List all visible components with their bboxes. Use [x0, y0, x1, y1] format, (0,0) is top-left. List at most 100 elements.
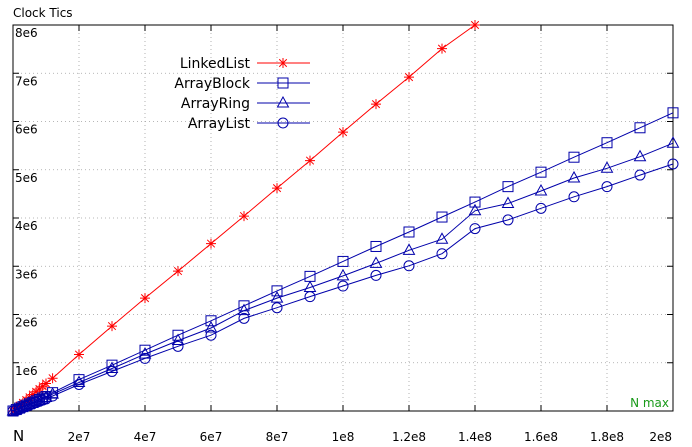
data-point-arrayblock [568, 151, 580, 163]
data-point-arraylist [502, 214, 514, 226]
data-point-arraylist [172, 340, 184, 352]
data-point-arraylist [106, 365, 118, 377]
y-tick-label: 7e6 [15, 74, 38, 88]
data-point-arrayblock [469, 196, 481, 208]
grid-lines [13, 25, 673, 411]
x-axis-title: N [13, 427, 24, 445]
data-point-arrayblock [139, 344, 151, 356]
data-point-arraylist [47, 390, 59, 402]
data-point-arraylist [139, 352, 151, 364]
data-point-arrayblock [634, 122, 646, 134]
y-tick-label: 4e6 [15, 219, 38, 233]
x-tick-label: 1.6e8 [524, 430, 558, 444]
data-point-arrayring [336, 268, 350, 281]
data-point-arraylist [667, 158, 679, 170]
series-layer [6, 20, 680, 417]
data-point-linkedlist [140, 293, 150, 304]
data-point-linkedlist [74, 349, 84, 360]
data-point-arrayring [501, 196, 515, 209]
y-tick-label: 6e6 [15, 123, 38, 137]
legend-marker [277, 117, 289, 129]
data-point-arraylist [601, 181, 613, 193]
legend-marker [278, 58, 288, 68]
x-tick-label: 1.8e8 [590, 430, 624, 444]
x-tick-label: 1e8 [332, 430, 355, 444]
data-point-arrayring [237, 303, 251, 316]
data-point-linkedlist [470, 20, 480, 30]
data-point-arrayring [402, 243, 416, 255]
data-point-arrayblock [337, 255, 349, 267]
series-arrayring [6, 136, 680, 416]
legend-marker [276, 95, 290, 108]
data-point-arraylist [568, 191, 580, 203]
x-tick-label: 2e8 [649, 430, 672, 444]
legend-label: LinkedList [180, 56, 251, 72]
series-line-arraylist [12, 163, 674, 412]
data-point-arrayring [600, 161, 614, 173]
data-point-arrayblock [667, 107, 679, 119]
data-point-linkedlist [338, 127, 348, 138]
legend-label: ArrayRing [181, 96, 250, 112]
data-point-arrayring [46, 387, 59, 399]
data-point-arrayring [39, 390, 53, 402]
data-point-arraylist [535, 202, 547, 214]
legend-marker [277, 77, 289, 89]
data-point-arraylist [469, 223, 481, 235]
y-tick-label: 3e6 [15, 267, 38, 281]
axis-ticks: 2e7 4e7 6e7 8e7 1e8 1.2e8 1.4e8 1.6e8 1.8e8 2e8 1e… [13, 24, 674, 444]
y-tick-label: 2e6 [15, 316, 38, 330]
data-point-arraylist [304, 291, 316, 303]
series-line-arrayring [12, 142, 674, 412]
data-point-linkedlist [305, 155, 315, 166]
data-point-arraylist [634, 169, 646, 181]
data-point-linkedlist [107, 321, 117, 332]
y-tick-label: 8e6 [15, 26, 38, 40]
data-point-arrayring [468, 203, 482, 216]
data-point-arrayring [369, 256, 383, 268]
legend: LinkedList ArrayBlock ArrayRing ArrayList [174, 56, 310, 132]
data-point-linkedlist [371, 99, 381, 110]
x-tick-label: 6e7 [200, 430, 223, 444]
data-point-arraylist [337, 280, 349, 292]
data-point-arraylist [370, 269, 382, 281]
data-point-arrayring [270, 291, 284, 303]
data-point-arrayring [72, 375, 86, 388]
data-point-arrayblock [436, 211, 448, 223]
x-tick-label: 1.2e8 [392, 430, 426, 444]
y-tick-label: 5e6 [15, 171, 38, 185]
x-tick-label: 1.4e8 [458, 430, 492, 444]
data-point-arrayring [435, 232, 449, 244]
data-point-arraylist [238, 312, 250, 324]
y-axis-title: Clock Tics [13, 6, 73, 20]
y-tick-label: 1e6 [15, 364, 38, 378]
data-point-linkedlist [173, 266, 183, 277]
data-point-arraylist [40, 393, 52, 405]
data-point-arrayblock [271, 285, 283, 297]
legend-label: ArrayList [188, 116, 251, 132]
data-point-arrayring [633, 149, 647, 162]
x-tick-label: 2e7 [68, 430, 91, 444]
data-point-linkedlist [404, 72, 414, 83]
data-point-arrayblock [601, 137, 613, 149]
data-point-arrayring [204, 320, 218, 333]
data-point-linkedlist [437, 43, 447, 54]
x-tick-label: 8e7 [266, 430, 289, 444]
data-point-arrayblock [205, 315, 217, 327]
data-point-arrayring [567, 170, 581, 183]
data-point-linkedlist [272, 183, 282, 194]
corner-label: N max [630, 396, 669, 410]
data-point-arrayring [171, 333, 185, 346]
data-point-arrayblock [403, 226, 415, 238]
legend-label: ArrayBlock [174, 76, 250, 92]
data-point-linkedlist [206, 238, 216, 249]
data-point-arraylist [403, 260, 415, 272]
data-point-arrayring [666, 136, 680, 148]
data-point-arrayblock [370, 240, 382, 252]
data-point-arraylist [205, 329, 217, 341]
data-point-arrayblock [535, 166, 547, 178]
data-point-arraylist [436, 248, 448, 260]
data-point-linkedlist [47, 373, 58, 384]
data-point-arrayring [534, 183, 548, 196]
data-point-linkedlist [41, 378, 51, 389]
